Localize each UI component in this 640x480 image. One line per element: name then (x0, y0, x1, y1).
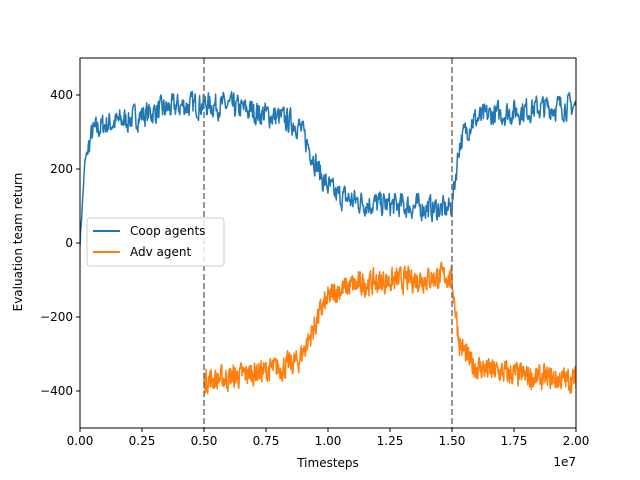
x-tick-label: 1.75 (501, 434, 528, 448)
axes: 0.00 0.25 0.50 0.75 1.00 1.25 1.50 1.75 2.00 −400… (40, 57, 590, 448)
series-line-coop-agents (80, 91, 576, 247)
legend-label-coop-agents: Coop agents (130, 224, 205, 238)
legend-frame (86, 217, 225, 267)
x-tick-label: 2.00 (563, 434, 590, 448)
y-tick-label: −400 (40, 384, 73, 398)
x-tick-label: 0.50 (191, 434, 218, 448)
legend: Coop agents Adv agent (86, 217, 225, 267)
y-axis-label: Evaluation team return (11, 173, 25, 312)
legend-label-adv-agent: Adv agent (130, 245, 191, 259)
series-line-adv-agent (203, 261, 576, 395)
x-tick-label: 1.50 (439, 434, 466, 448)
y-tick-label: 400 (50, 88, 73, 102)
x-tick-label: 1.25 (377, 434, 404, 448)
x-tick-label: 0.25 (129, 434, 156, 448)
y-tick-label: −200 (40, 310, 73, 324)
y-tick-label: 0 (65, 236, 73, 250)
x-tick-label: 0.00 (67, 434, 94, 448)
x-tick-label: 0.75 (253, 434, 280, 448)
x-axis-offset-label: 1e7 (553, 455, 576, 469)
y-tick-label: 200 (50, 162, 73, 176)
x-tick-label: 1.00 (315, 434, 342, 448)
x-axis-label: Timesteps (296, 456, 359, 470)
